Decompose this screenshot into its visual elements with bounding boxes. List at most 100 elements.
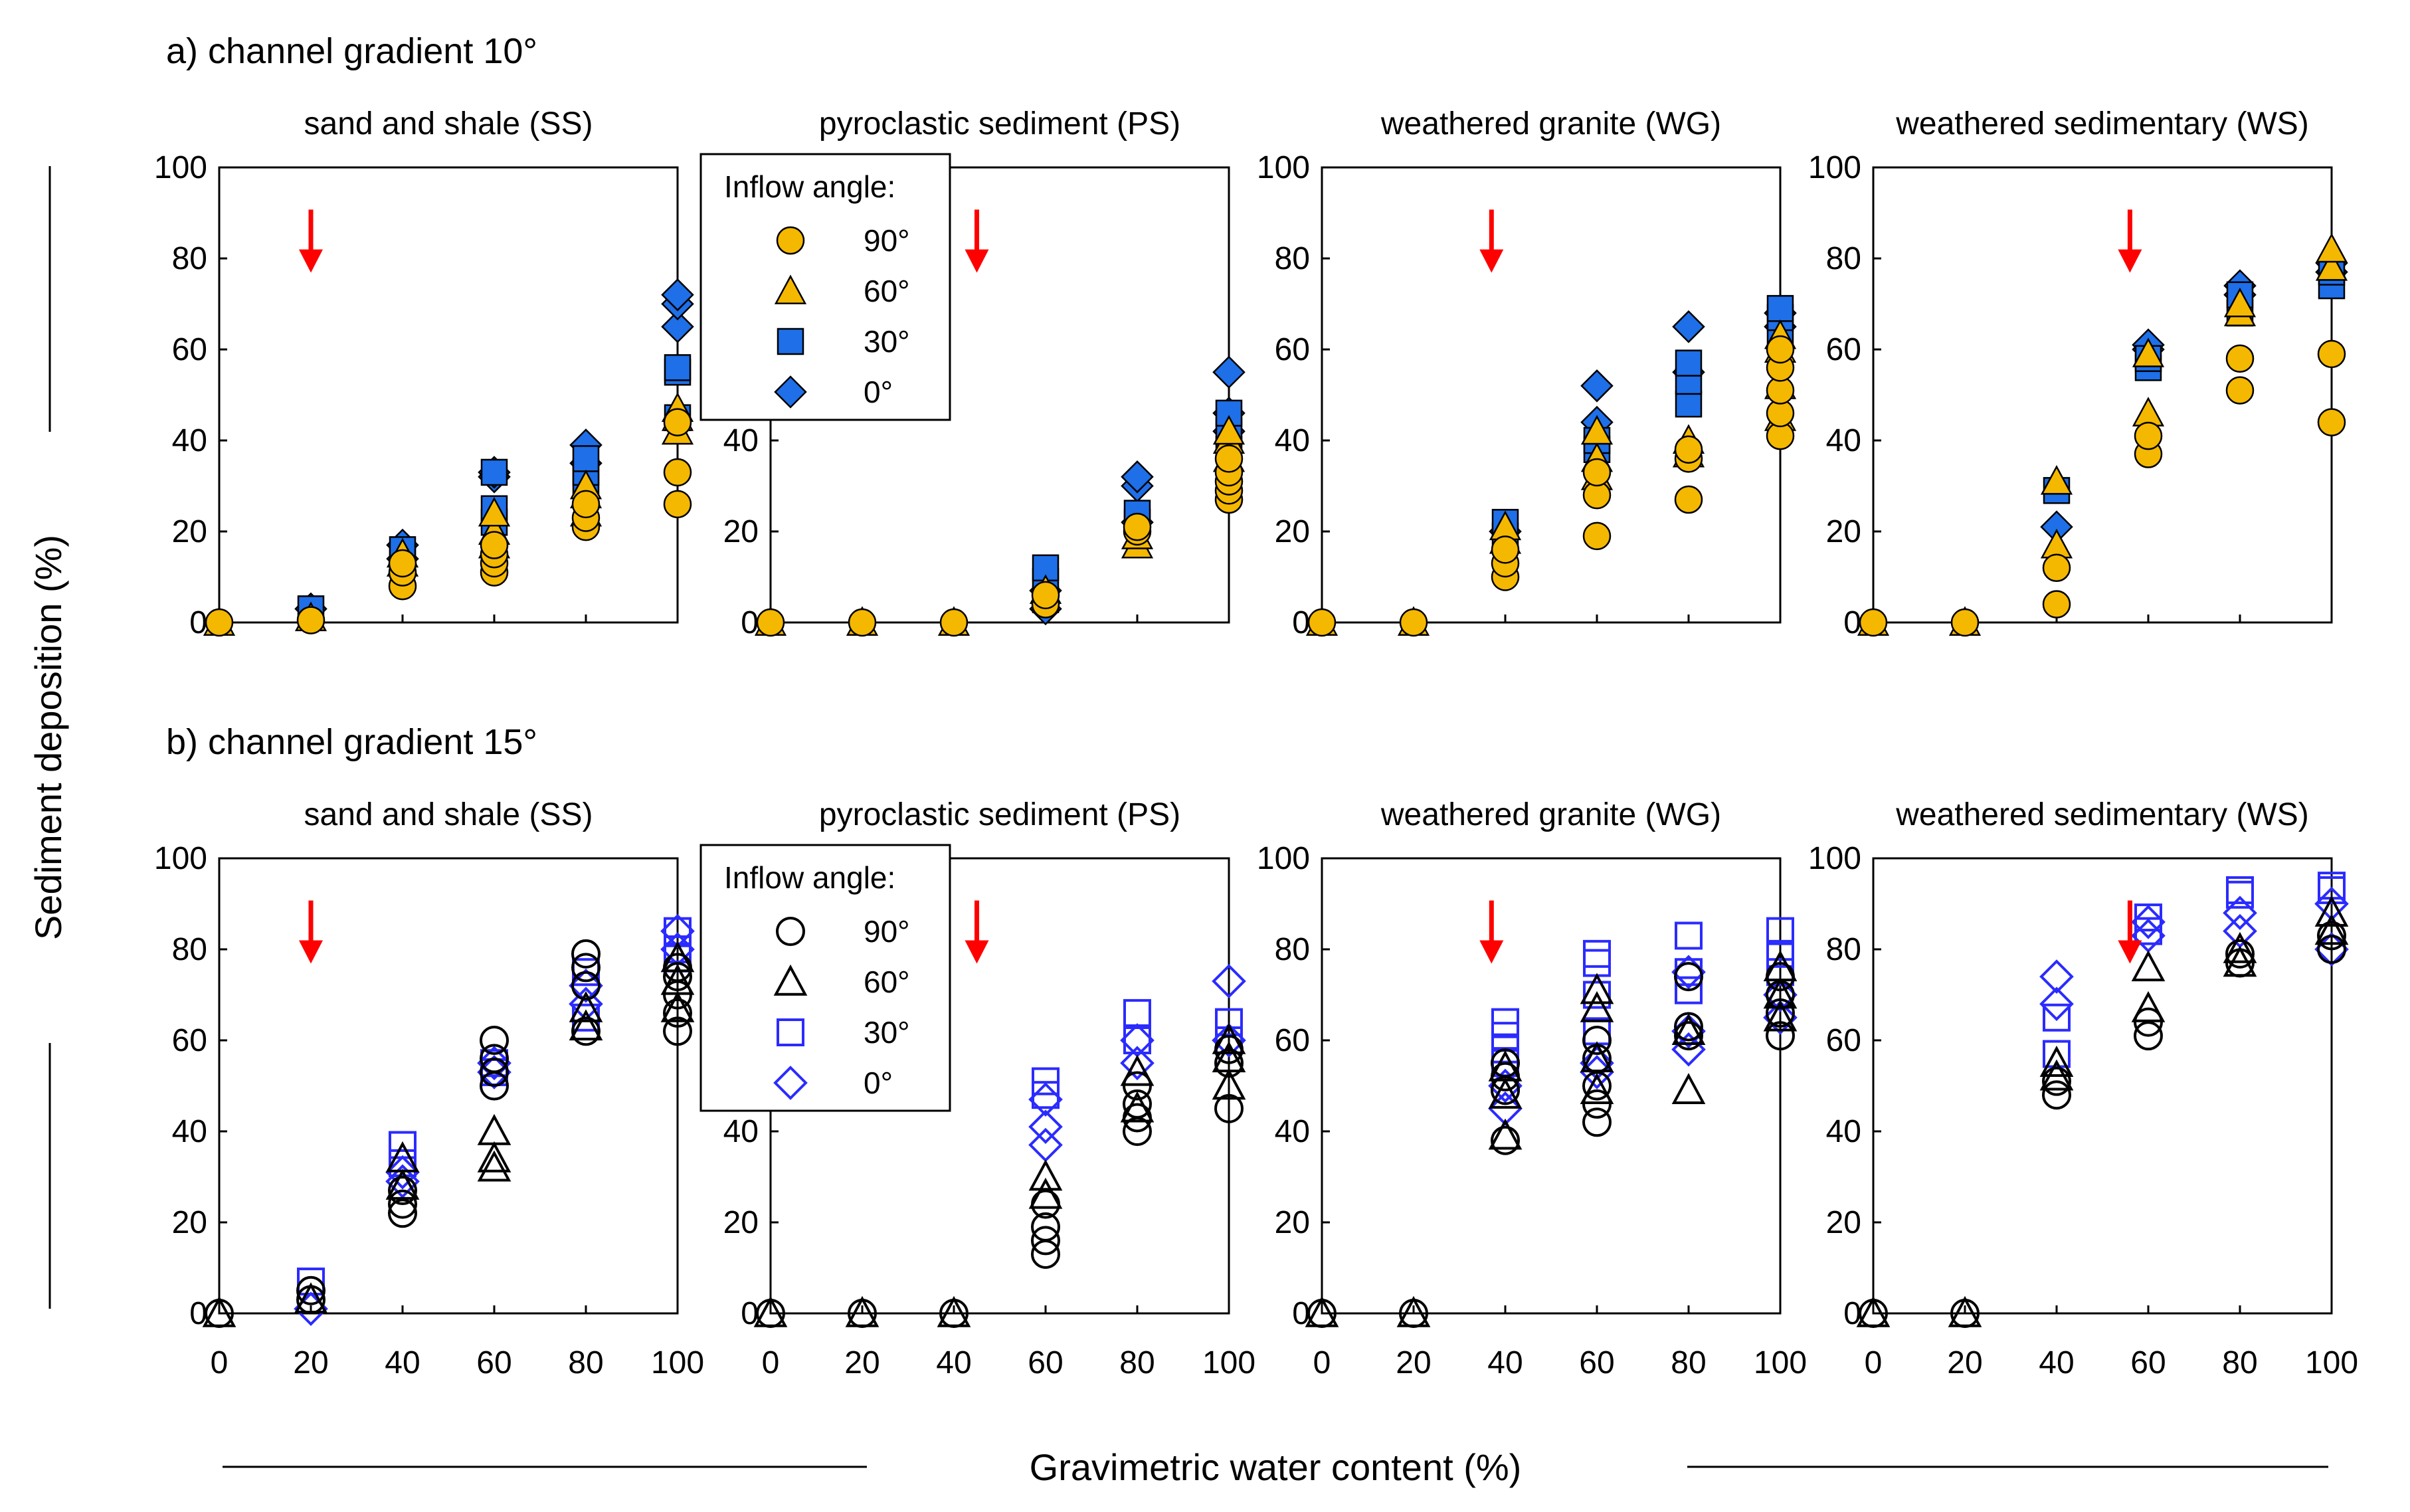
panel-b-2: pyroclastic sediment (PS)020406080100020… bbox=[705, 797, 1255, 1380]
y-tick-label: 100 bbox=[1808, 150, 1861, 185]
data-point bbox=[1214, 1034, 1244, 1064]
data-point bbox=[1582, 1089, 1612, 1119]
data-point bbox=[571, 971, 601, 1000]
data-point bbox=[1123, 1071, 1152, 1101]
data-point bbox=[1766, 962, 1795, 992]
legend-label: 30° bbox=[864, 1015, 910, 1050]
legend-label: 0° bbox=[864, 1066, 893, 1100]
data-point bbox=[1674, 962, 1703, 992]
data-point bbox=[1582, 1044, 1612, 1074]
y-tick-label: 20 bbox=[172, 1205, 207, 1240]
series-60deg bbox=[1857, 233, 2348, 636]
x-tick-label: 100 bbox=[1754, 1345, 1807, 1380]
data-point bbox=[205, 608, 234, 637]
data-point bbox=[1675, 976, 1703, 1004]
data-point bbox=[2039, 1046, 2074, 1077]
data-point bbox=[663, 1016, 692, 1046]
data-point bbox=[388, 1189, 417, 1219]
y-tick-label: 80 bbox=[1826, 241, 1861, 276]
data-point bbox=[1674, 485, 1703, 514]
y-tick-label: 60 bbox=[1275, 1023, 1310, 1058]
data-point bbox=[1580, 1073, 1614, 1105]
data-point bbox=[385, 1141, 420, 1173]
panel-title: weathered sedimentary (WS) bbox=[1895, 106, 2309, 142]
data-point bbox=[1123, 512, 1152, 541]
data-point bbox=[1031, 1189, 1060, 1219]
series-0deg bbox=[2039, 886, 2349, 1022]
y-tick-label: 60 bbox=[172, 332, 207, 367]
y-tick-label: 20 bbox=[1275, 514, 1310, 549]
series-60deg bbox=[1305, 319, 1797, 636]
data-point bbox=[1214, 1048, 1244, 1078]
data-point bbox=[2040, 465, 2073, 495]
x-tick-label: 100 bbox=[2305, 1345, 2358, 1380]
y-tick-label: 100 bbox=[154, 841, 207, 876]
threshold-arrow bbox=[299, 900, 323, 964]
data-point bbox=[2131, 905, 2166, 939]
plot-frame bbox=[1321, 166, 1782, 624]
y-tick-label: 40 bbox=[1275, 1114, 1310, 1149]
data-point bbox=[1031, 1226, 1060, 1256]
data-point bbox=[2042, 1066, 2071, 1096]
series-60deg bbox=[1856, 895, 2349, 1327]
data-point bbox=[1580, 415, 1614, 445]
legend-marker bbox=[776, 226, 805, 255]
data-point bbox=[1763, 1000, 1798, 1032]
data-point bbox=[1675, 349, 1703, 377]
data-point bbox=[385, 1168, 420, 1200]
data-point bbox=[569, 1009, 603, 1041]
x-tick-label: 40 bbox=[385, 1345, 420, 1380]
data-point bbox=[1763, 1000, 1798, 1035]
y-tick-label: 80 bbox=[1275, 932, 1310, 967]
series-60deg bbox=[203, 392, 694, 636]
row-b-label: b) channel gradient 15° bbox=[166, 722, 537, 762]
y-tick-label: 40 bbox=[172, 1114, 207, 1149]
data-point bbox=[1491, 1008, 1519, 1036]
data-point bbox=[1120, 1046, 1155, 1081]
data-point bbox=[1488, 1118, 1523, 1150]
data-point bbox=[572, 445, 600, 472]
data-point bbox=[1950, 1299, 1980, 1328]
y-tick-label: 20 bbox=[1826, 1205, 1861, 1240]
panel-title: weathered granite (WG) bbox=[1380, 797, 1721, 832]
plot-frame bbox=[1872, 166, 2333, 624]
data-point bbox=[2042, 1080, 2071, 1110]
series-90deg bbox=[205, 408, 692, 637]
data-point bbox=[663, 490, 692, 519]
series-60deg bbox=[754, 415, 1246, 636]
data-point bbox=[1212, 964, 1246, 998]
data-point bbox=[2317, 408, 2346, 436]
legend-title: Inflow angle: bbox=[724, 169, 895, 204]
data-point bbox=[2134, 903, 2162, 932]
data-point bbox=[388, 1176, 417, 1206]
y-tick-label: 40 bbox=[723, 1114, 759, 1149]
x-tick-label: 20 bbox=[1947, 1345, 1982, 1380]
data-point bbox=[1583, 939, 1611, 968]
threshold-arrow bbox=[1479, 900, 1504, 964]
data-point bbox=[2317, 339, 2346, 369]
data-point bbox=[1212, 1041, 1246, 1073]
data-point bbox=[571, 1016, 601, 1046]
panel-title: weathered sedimentary (WS) bbox=[1895, 797, 2309, 832]
y-tick-label: 60 bbox=[172, 1023, 207, 1058]
data-point bbox=[1031, 581, 1060, 610]
y-tick-label: 60 bbox=[1826, 332, 1861, 367]
series-30deg bbox=[2043, 872, 2346, 1068]
data-point bbox=[1123, 1089, 1152, 1119]
y-tick-label: 100 bbox=[154, 150, 207, 185]
x-tick-label: 80 bbox=[1671, 1345, 1706, 1380]
legend-marker bbox=[773, 964, 808, 996]
data-point bbox=[297, 1268, 325, 1296]
series-30deg bbox=[1032, 399, 1243, 613]
data-point bbox=[2225, 939, 2255, 969]
panel-title: pyroclastic sediment (PS) bbox=[819, 106, 1180, 142]
y-tick-label: 40 bbox=[1826, 1114, 1861, 1149]
threshold-arrow bbox=[2118, 209, 2142, 273]
data-point bbox=[296, 1285, 325, 1315]
x-tick-label: 80 bbox=[568, 1345, 603, 1380]
data-point bbox=[389, 1149, 417, 1177]
data-point bbox=[1766, 980, 1795, 1010]
y-tick-label: 40 bbox=[1826, 423, 1861, 458]
